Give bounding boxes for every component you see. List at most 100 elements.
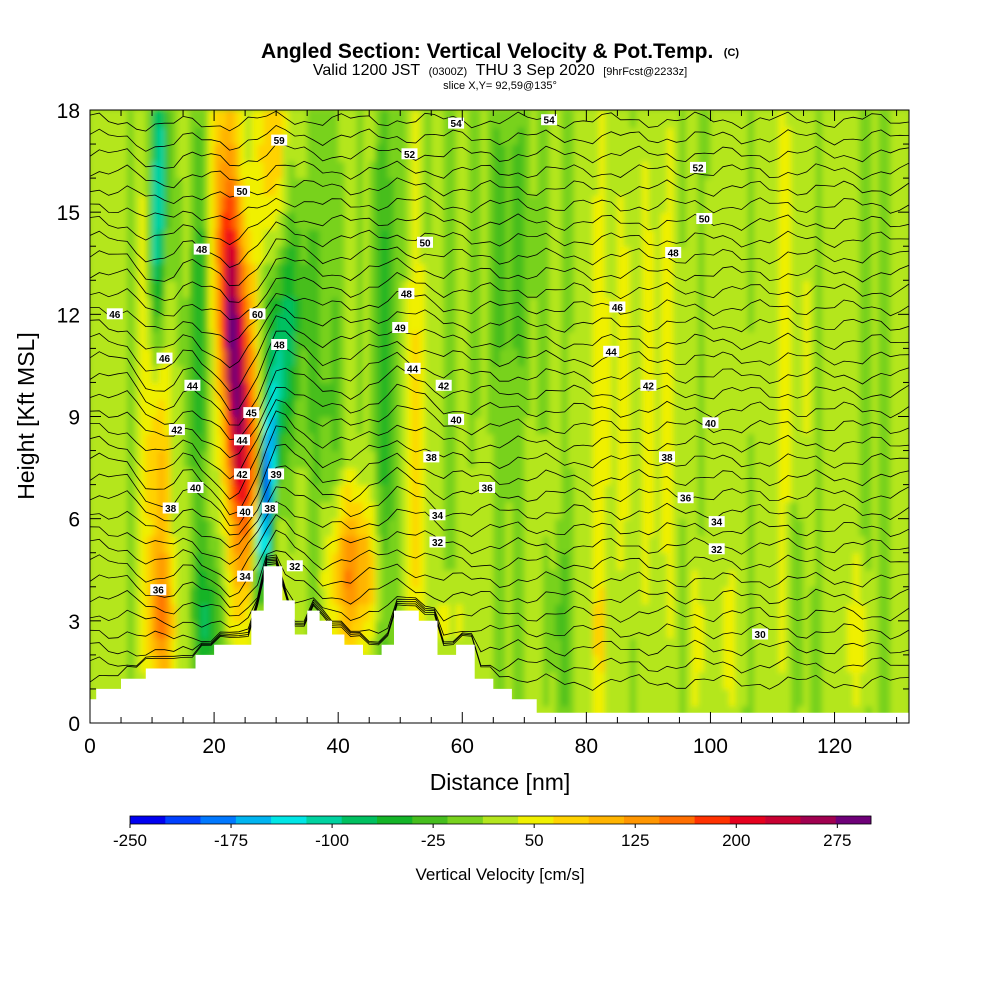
velocity-cell [381,280,389,298]
isentrope-line [90,143,909,169]
velocity-cell [387,263,395,281]
velocity-cell [704,127,712,145]
velocity-cell [425,433,432,452]
velocity-cell [96,331,103,349]
velocity-cell [536,450,544,469]
velocity-cell [660,144,668,162]
velocity-cell [518,399,525,418]
velocity-cell [580,127,587,145]
velocity-cell [90,178,97,196]
velocity-cell [840,365,848,384]
velocity-cell [629,501,637,520]
velocity-cell [338,535,345,554]
velocity-cell [412,399,420,418]
velocity-cell [418,348,426,367]
velocity-cell [257,484,265,503]
velocity-cell [741,467,749,486]
velocity-cell [536,467,544,486]
velocity-cell [555,297,563,315]
velocity-cell [139,229,147,247]
velocity-cell [263,348,271,367]
velocity-cell [822,603,829,622]
velocity-cell [511,365,519,384]
velocity-cell [890,535,898,554]
velocity-cell [232,569,240,588]
velocity-cell [691,467,699,486]
velocity-cell [195,399,203,418]
velocity-cell [325,280,333,298]
velocity-cell [654,467,662,486]
velocity-cell [282,297,290,315]
velocity-cell [96,382,103,401]
velocity-cell [449,637,457,656]
velocity-cell [313,246,321,264]
velocity-cell [698,314,705,332]
velocity-cell [753,688,761,707]
velocity-cell [623,127,631,145]
velocity-cell [114,195,122,213]
isentrope-label-bg [106,308,123,320]
velocity-cell [356,195,364,213]
velocity-cell [232,620,240,639]
velocity-cell [822,212,829,230]
velocity-cell [803,688,811,707]
velocity-cell [561,195,569,213]
velocity-cell [524,688,532,707]
velocity-cell [660,161,668,179]
velocity-cell [331,399,339,418]
velocity-cell [611,263,618,281]
velocity-cell [300,569,308,588]
velocity-cell [890,671,898,690]
velocity-cell [152,433,159,452]
velocity-cell [890,620,898,639]
velocity-cell [474,382,482,401]
velocity-cell [449,586,457,605]
velocity-cell [319,433,327,452]
velocity-cell [586,518,594,537]
velocity-cell [127,535,135,554]
velocity-cell [338,501,345,520]
velocity-cell [468,229,476,247]
velocity-cell [555,365,563,384]
velocity-cell [555,314,563,332]
velocity-cell [667,433,674,452]
velocity-cell [294,331,302,349]
velocity-cell [313,433,321,452]
velocity-cell [598,144,606,162]
velocity-cell [313,263,321,281]
velocity-cell [158,501,166,520]
velocity-cell [499,671,507,690]
velocity-cell [505,246,513,264]
velocity-cell [524,467,532,486]
velocity-cell [791,280,798,298]
velocity-cell [183,433,190,452]
velocity-cell [96,246,103,264]
velocity-cell [90,535,97,554]
velocity-cell [685,637,693,656]
velocity-cell [561,450,569,469]
velocity-cell [499,297,507,315]
velocity-cell [803,110,811,128]
velocity-cell [300,433,308,452]
velocity-cell [549,518,556,537]
velocity-cell [778,382,786,401]
velocity-cell [902,501,909,520]
velocity-cell [350,195,358,213]
velocity-cell [344,535,352,554]
velocity-cell [307,467,314,486]
velocity-cell [96,637,103,656]
velocity-cell [629,263,637,281]
velocity-cell [828,365,836,384]
velocity-cell [772,433,780,452]
velocity-cell [338,263,345,281]
velocity-cell [307,263,314,281]
velocity-cell [772,484,780,503]
velocity-cell [195,501,203,520]
velocity-cell [791,382,798,401]
velocity-cell [797,399,805,418]
velocity-cell [822,229,829,247]
velocity-cell [474,144,482,162]
velocity-cell [791,229,798,247]
velocity-cell [791,399,798,418]
velocity-cell [437,433,445,452]
